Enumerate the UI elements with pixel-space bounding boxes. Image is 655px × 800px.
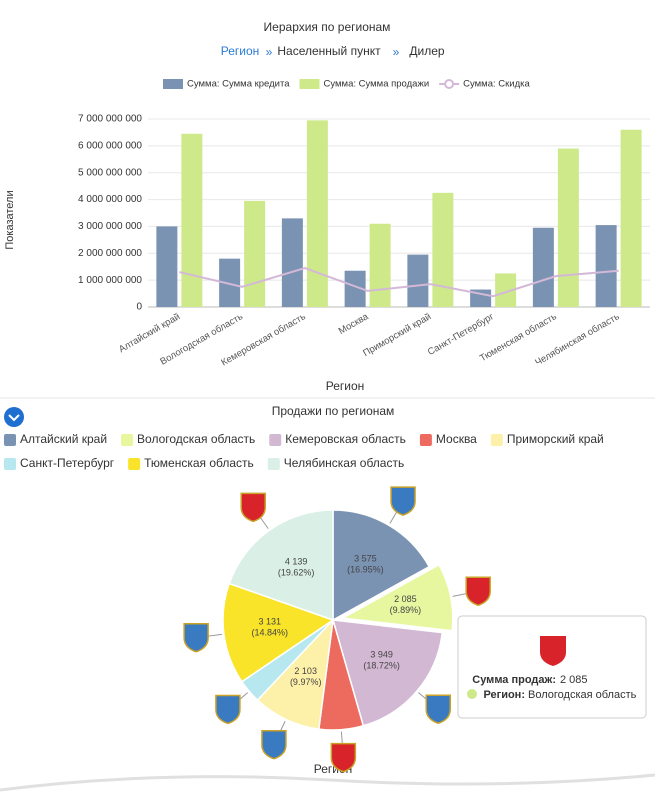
y-tick-label: 1 000 000 000 xyxy=(78,275,142,286)
legend-label: Вологодская область xyxy=(137,432,255,446)
data-label: (19.62%) xyxy=(278,567,315,577)
data-label: (18.72%) xyxy=(363,661,400,671)
y-tick-label: 2 000 000 000 xyxy=(78,248,142,259)
data-label: 2 085 xyxy=(394,594,417,604)
bar xyxy=(156,226,178,307)
x-tick-label: Приморский край xyxy=(361,311,433,359)
breadcrumb-sep: » xyxy=(266,45,273,59)
legend-label: Сумма: Сумма продажи xyxy=(324,79,430,90)
bar xyxy=(369,223,391,307)
legend-label: Кемеровская область xyxy=(285,432,406,446)
collapse-icon xyxy=(8,414,20,422)
tooltip-value: 2 085 xyxy=(560,674,588,686)
bar xyxy=(306,120,328,307)
breadcrumb[interactable]: Дилер xyxy=(409,44,445,58)
legend-marker xyxy=(121,434,134,446)
legend-marker xyxy=(444,79,455,89)
bar xyxy=(595,225,617,307)
y-tick-label: 5 000 000 000 xyxy=(78,167,142,178)
legend-label: Санкт-Петербург xyxy=(20,456,115,470)
pie-slice xyxy=(331,619,444,727)
decor-line xyxy=(0,773,655,792)
legend-marker xyxy=(4,434,16,446)
emblem xyxy=(465,576,491,607)
data-label: 3 949 xyxy=(370,650,393,660)
legend-marker xyxy=(419,434,432,446)
tooltip-label: Регион: xyxy=(483,689,525,701)
pie-slice xyxy=(332,509,431,622)
bar xyxy=(344,270,366,307)
y-tick-label: 6 000 000 000 xyxy=(78,140,142,151)
x-axis-label: Регион xyxy=(326,379,365,393)
tooltip-box xyxy=(457,615,647,719)
bar xyxy=(557,148,579,307)
data-label: (9.97%) xyxy=(290,677,322,687)
breadcrumb[interactable]: Населенный пункт xyxy=(277,44,381,58)
legend-marker xyxy=(163,79,183,89)
data-label: (14.84%) xyxy=(251,628,288,638)
tooltip: Сумма продаж: 2 085 Регион: Вологодская … xyxy=(457,615,647,719)
legend-label: Приморский край xyxy=(507,432,604,446)
y-tick-label: 4 000 000 000 xyxy=(78,194,142,205)
data-label: (16.95%) xyxy=(347,564,384,574)
legend-label: Челябинская область xyxy=(284,456,404,470)
emblem xyxy=(390,486,416,516)
emblem xyxy=(183,622,209,653)
data-label: 2 103 xyxy=(294,666,317,676)
emblem xyxy=(240,492,266,523)
y-tick-label: 7 000 000 000 xyxy=(78,114,142,125)
legend-label: Алтайский край xyxy=(20,432,107,446)
emblem xyxy=(330,742,357,773)
tooltip-marker xyxy=(467,689,477,699)
emblem xyxy=(261,729,287,760)
emblem xyxy=(425,694,451,725)
legend-marker xyxy=(299,79,320,89)
x-tick-label: Алтайский край xyxy=(117,311,182,355)
breadcrumb-sep: » xyxy=(393,45,400,59)
legend-marker xyxy=(269,434,282,446)
bar xyxy=(532,227,554,307)
tooltip-emblem xyxy=(540,636,566,666)
bar xyxy=(281,218,303,307)
legend-marker xyxy=(267,458,280,470)
data-label: (9.89%) xyxy=(390,605,422,615)
bar xyxy=(432,192,454,307)
y-tick-label: 0 xyxy=(136,302,142,313)
legend-marker xyxy=(128,458,141,470)
data-label: 3 575 xyxy=(354,553,377,563)
data-label: 3 131 xyxy=(258,617,281,627)
legend-label: Москва xyxy=(436,432,477,446)
pie-slice xyxy=(340,563,454,632)
bar xyxy=(407,254,429,307)
tooltip-value: Вологодская область xyxy=(528,689,637,701)
data-label: 4 139 xyxy=(285,556,308,566)
bar xyxy=(244,200,266,307)
y-tick-label: 3 000 000 000 xyxy=(78,221,142,232)
collapse-button[interactable] xyxy=(4,407,24,427)
bar xyxy=(181,133,203,307)
legend-label: Сумма: Скидка xyxy=(463,79,530,90)
chart-title: Продажи по регионам xyxy=(272,404,395,418)
emblem xyxy=(215,694,241,725)
pie-slice xyxy=(222,582,335,683)
x-tick-label: Москва xyxy=(337,311,371,337)
legend-marker xyxy=(4,458,16,470)
chart-title: Иерархия по регионам xyxy=(264,20,391,34)
bar xyxy=(219,258,241,307)
bar xyxy=(495,273,517,307)
bar xyxy=(620,129,642,307)
legend-marker xyxy=(490,434,503,446)
legend-label: Сумма: Сумма кредита xyxy=(187,79,290,90)
y-axis-label: Показатели xyxy=(4,190,16,249)
line xyxy=(179,267,619,298)
breadcrumb[interactable]: Регион xyxy=(221,44,260,58)
pie-slice xyxy=(228,509,334,622)
legend-label: Тюменская область xyxy=(144,456,254,470)
tooltip-label: Сумма продаж: xyxy=(472,674,556,686)
